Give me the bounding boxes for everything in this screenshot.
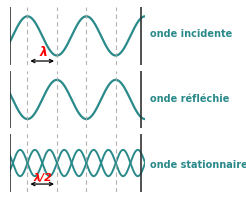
Text: onde stationnaire: onde stationnaire [150,159,246,169]
Text: onde incidente: onde incidente [150,29,232,39]
Text: λ/2: λ/2 [34,172,53,182]
Text: λ: λ [39,46,47,59]
Text: onde réfléchie: onde réfléchie [150,94,230,104]
